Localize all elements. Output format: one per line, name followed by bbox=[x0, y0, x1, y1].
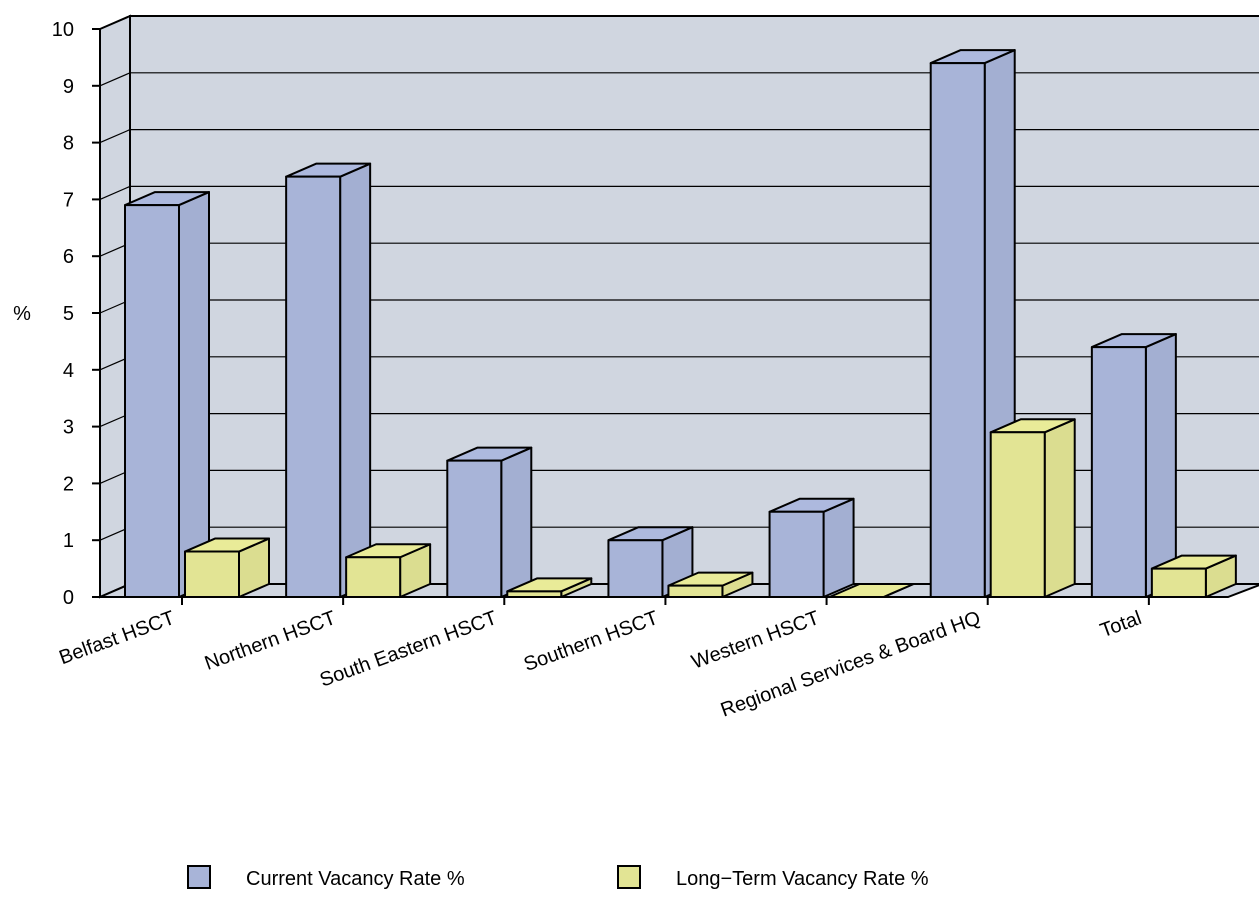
bar-front bbox=[124, 204, 180, 599]
x-tick-label: Western HSCT bbox=[689, 607, 823, 674]
bar-side bbox=[1043, 418, 1076, 598]
bar bbox=[989, 418, 1076, 598]
bar-front bbox=[345, 556, 402, 598]
bars bbox=[124, 49, 1237, 599]
bar bbox=[768, 497, 855, 598]
bar-side bbox=[339, 162, 372, 598]
bar bbox=[1150, 554, 1237, 598]
x-tick-label: Regional Services & Board HQ bbox=[718, 607, 984, 722]
y-tick-label: 2 bbox=[63, 473, 74, 495]
bar-front bbox=[1090, 346, 1147, 598]
legend-item: Long−Term Vacancy Rate % bbox=[617, 865, 929, 890]
bar-front bbox=[1150, 567, 1207, 598]
gridline-side bbox=[99, 15, 131, 30]
bar bbox=[345, 543, 432, 598]
legend: Current Vacancy Rate % Long−Term Vacancy … bbox=[187, 865, 929, 890]
bar bbox=[1090, 333, 1177, 598]
bar-front bbox=[506, 590, 563, 599]
legend-label: Long−Term Vacancy Rate % bbox=[676, 868, 929, 890]
x-tick-label: Northern HSCT bbox=[202, 607, 339, 675]
y-tick-label: 0 bbox=[63, 587, 74, 609]
gridline-side bbox=[99, 185, 131, 200]
legend-item: Current Vacancy Rate % bbox=[187, 865, 465, 890]
bar-front bbox=[667, 584, 724, 599]
bar-side bbox=[500, 446, 533, 598]
legend-swatch bbox=[187, 865, 211, 889]
bar bbox=[446, 446, 533, 598]
bar-front bbox=[768, 510, 825, 598]
x-tick-label: Belfast HSCT bbox=[56, 607, 177, 669]
chart-walls bbox=[99, 14, 1259, 599]
bar bbox=[828, 583, 915, 598]
bar-side bbox=[178, 191, 210, 598]
bar-front bbox=[989, 431, 1046, 598]
gridline-side bbox=[99, 72, 131, 87]
bar bbox=[285, 162, 372, 598]
x-tick-label: Total bbox=[1097, 607, 1144, 642]
bar-front bbox=[184, 550, 240, 598]
bar-front bbox=[929, 62, 986, 598]
bar bbox=[184, 537, 270, 598]
bar bbox=[667, 571, 754, 599]
legend-swatch bbox=[617, 865, 641, 889]
y-tick-label: 7 bbox=[63, 189, 74, 211]
bar-front bbox=[285, 175, 342, 598]
y-tick-label: 6 bbox=[63, 246, 74, 268]
bar bbox=[506, 577, 593, 599]
y-tick-label: 4 bbox=[63, 360, 74, 382]
bar-side bbox=[1144, 333, 1177, 598]
gridline-side bbox=[99, 129, 131, 144]
y-tick-label: 5 bbox=[63, 303, 74, 325]
y-tick-label: 9 bbox=[63, 76, 74, 98]
y-tick-label: 8 bbox=[63, 133, 74, 155]
bar-front bbox=[446, 459, 503, 598]
y-axis-label: % bbox=[13, 303, 31, 325]
y-tick-label: 3 bbox=[63, 417, 74, 439]
x-tick-label: Southern HSCT bbox=[521, 607, 661, 676]
y-tick-label: 1 bbox=[63, 530, 74, 552]
y-tick-label: 10 bbox=[52, 19, 74, 41]
bar-front bbox=[607, 539, 664, 599]
legend-label: Current Vacancy Rate % bbox=[246, 868, 465, 890]
bar bbox=[124, 191, 210, 599]
bar-top bbox=[828, 583, 915, 598]
x-tick-label: South Eastern HSCT bbox=[317, 607, 500, 692]
bar-side bbox=[822, 497, 855, 598]
